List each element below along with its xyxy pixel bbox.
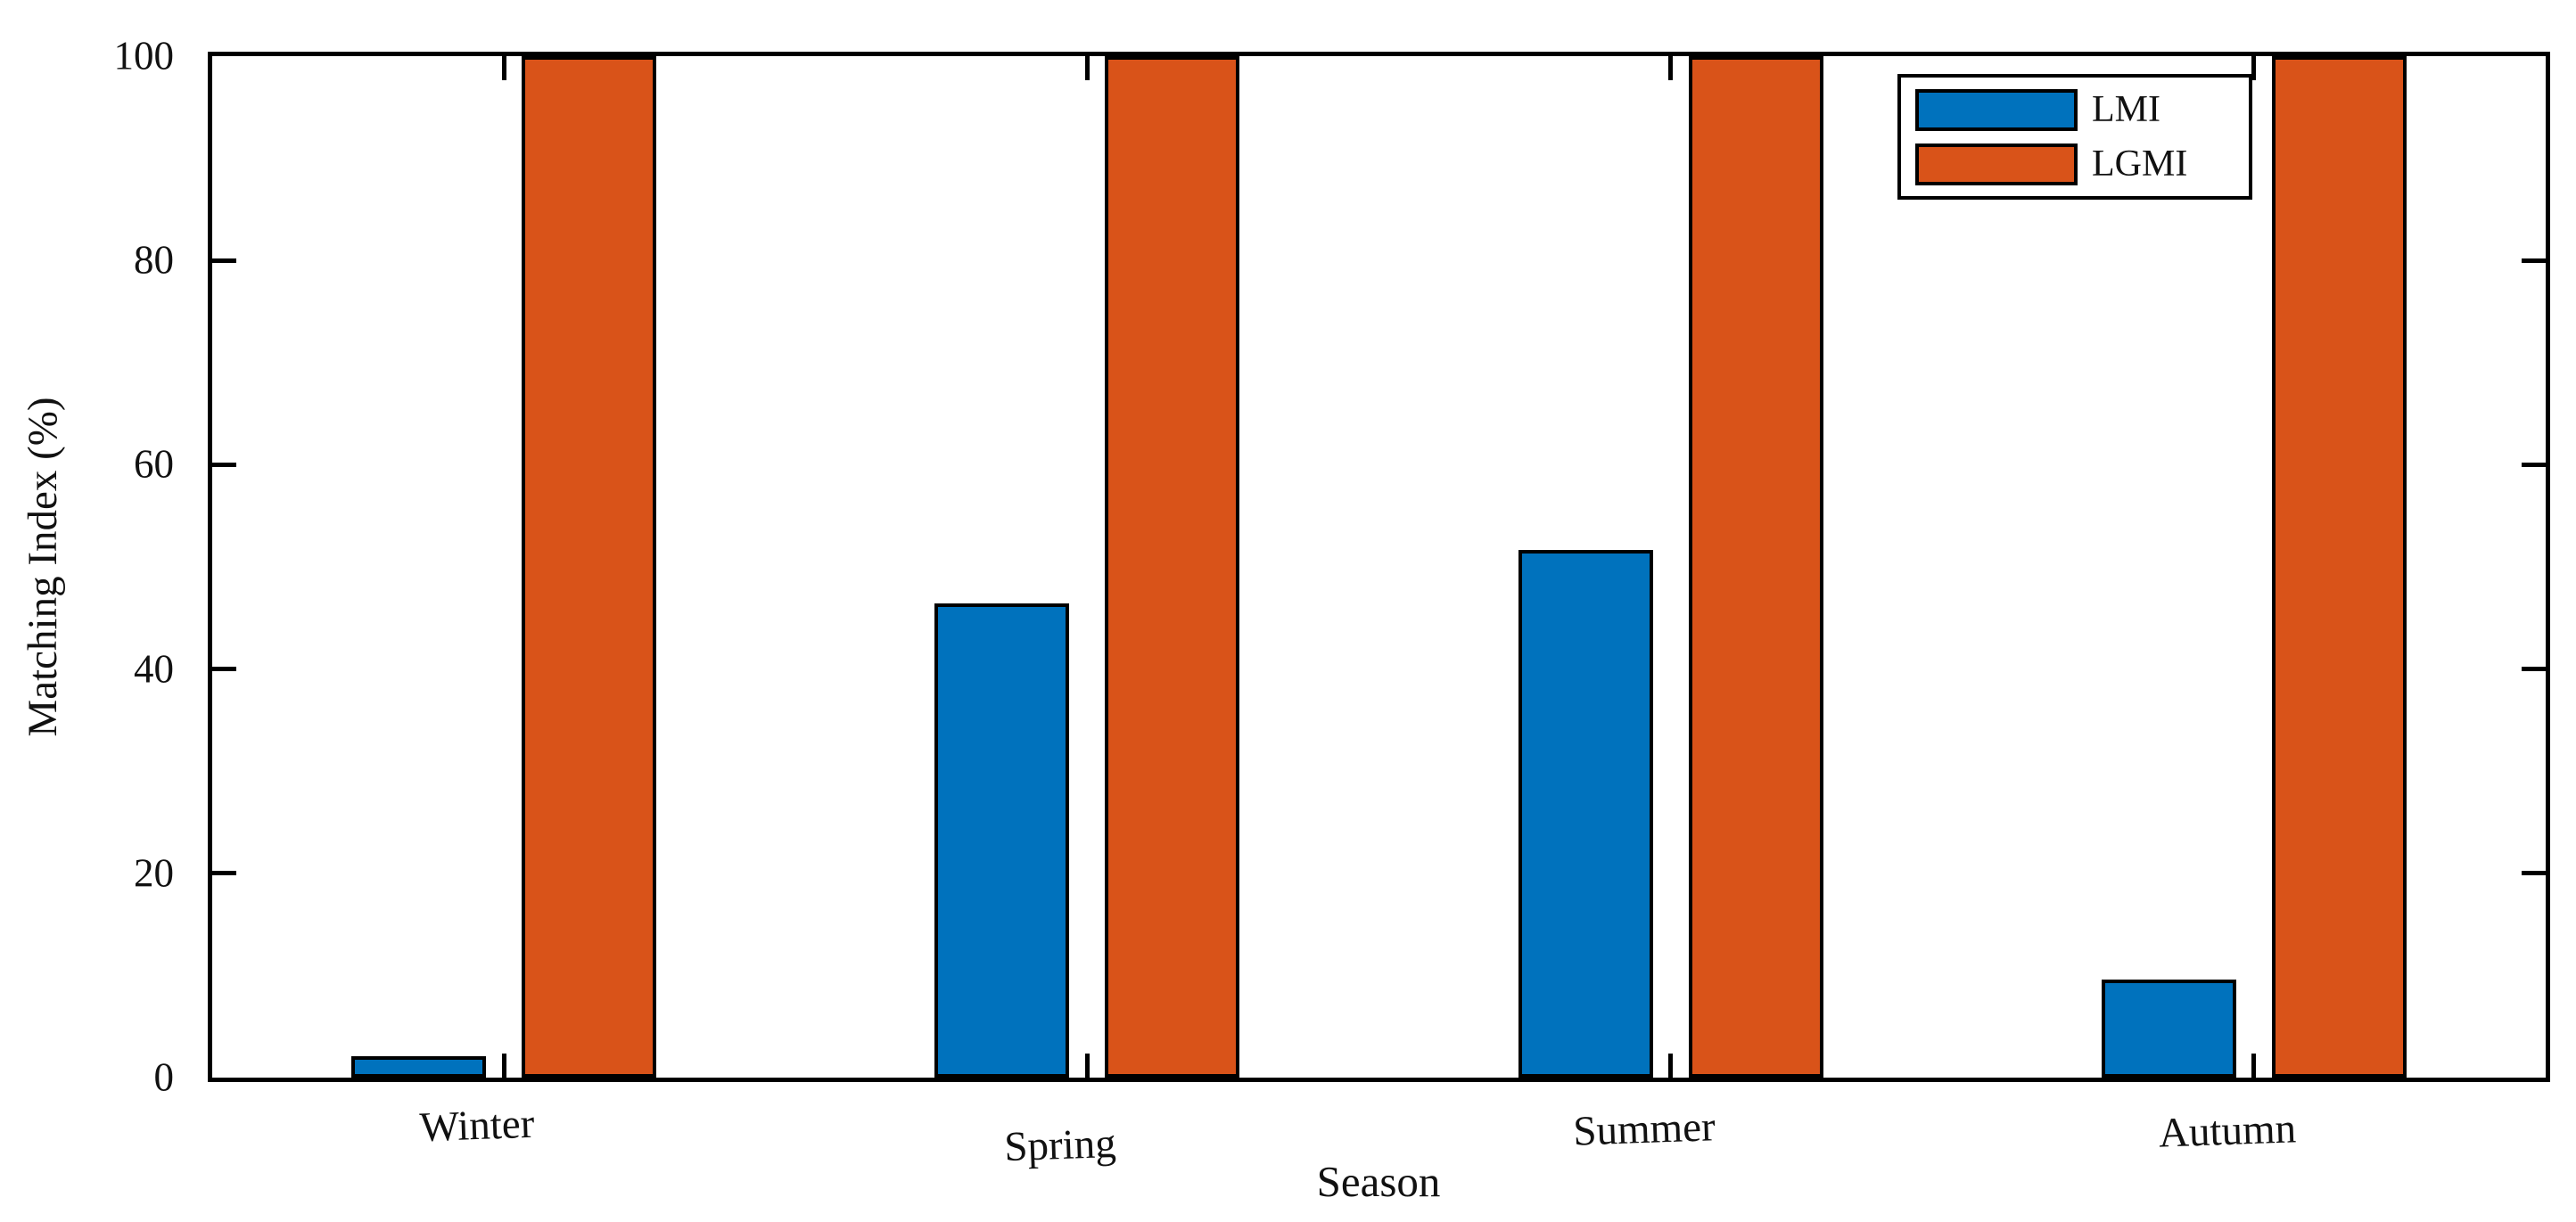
x-tick-top-summer (1668, 56, 1674, 80)
x-tick-top-autumn (2251, 56, 2257, 80)
x-tick-top-spring (1084, 56, 1090, 80)
x-tick-bottom-summer (1668, 1054, 1674, 1078)
x-tick-top-winter (501, 56, 506, 80)
y-tick-left-40 (212, 667, 236, 672)
x-tick-bottom-spring (1084, 1054, 1090, 1078)
x-tick-label-summer: Summer (1572, 1103, 1716, 1155)
y-tick-label-80: 80 (134, 237, 174, 283)
x-axis-title: Season (1316, 1157, 1441, 1206)
y-tick-right-40 (2522, 667, 2546, 672)
bar-lmi-winter (351, 1056, 487, 1078)
legend-item-lmi: LMI (1915, 88, 2249, 131)
legend-label-lgmi: LGMI (2092, 144, 2188, 185)
bar-lmi-autumn (2101, 980, 2236, 1078)
y-tick-right-20 (2522, 871, 2546, 876)
y-tick-label-20: 20 (134, 850, 174, 896)
bar-lgmi-winter (522, 56, 657, 1078)
y-tick-label-40: 40 (134, 646, 174, 692)
x-tick-bottom-autumn (2251, 1054, 2257, 1078)
bar-lgmi-spring (1105, 56, 1240, 1078)
legend-item-lgmi: LGMI (1915, 143, 2249, 185)
y-tick-left-20 (212, 871, 236, 876)
y-tick-left-60 (212, 462, 236, 467)
y-axis-title: Matching Index (%) (20, 397, 66, 737)
x-tick-label-autumn: Autumn (2157, 1105, 2297, 1157)
legend-label-lmi: LMI (2092, 89, 2160, 130)
y-tick-label-100: 100 (113, 33, 175, 78)
plot-area: LMI LGMI (208, 52, 2550, 1082)
y-tick-right-80 (2522, 258, 2546, 263)
bar-lmi-spring (934, 603, 1070, 1078)
y-tick-label-0: 0 (153, 1054, 175, 1100)
y-tick-label-60: 60 (134, 441, 174, 487)
x-tick-bottom-winter (501, 1054, 506, 1078)
y-tick-left-80 (212, 258, 236, 263)
x-tick-label-winter: Winter (418, 1100, 536, 1152)
y-tick-right-60 (2522, 462, 2546, 467)
legend-swatch-lgmi (1915, 143, 2078, 185)
bar-lgmi-autumn (2271, 56, 2407, 1078)
legend: LMI LGMI (1897, 74, 2252, 200)
bar-lgmi-summer (1688, 56, 1823, 1078)
bar-lmi-summer (1518, 550, 1653, 1078)
legend-swatch-lmi (1915, 88, 2078, 131)
